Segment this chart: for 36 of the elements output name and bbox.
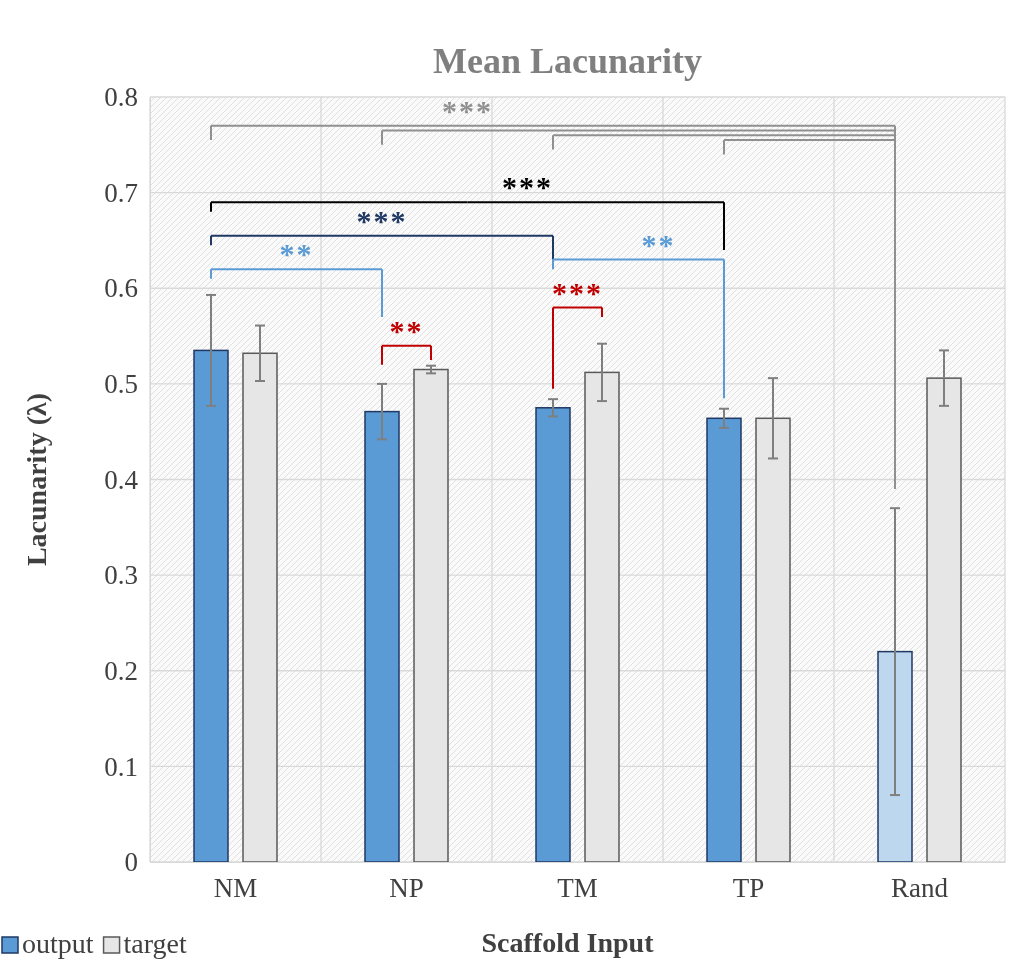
y-tick-label: 0.2 <box>104 655 138 686</box>
bar <box>755 417 791 863</box>
legend-label: target <box>123 928 188 959</box>
annotation: ** <box>641 227 676 261</box>
bar <box>706 417 742 863</box>
y-tick-label: 0.5 <box>104 369 138 400</box>
annotation: ** <box>279 237 314 271</box>
bar <box>877 650 913 863</box>
x-tick-label: NM <box>213 873 258 904</box>
chart-title: Mean Lacunarity <box>433 41 702 81</box>
y-tick-label: 0.3 <box>104 560 138 591</box>
bar <box>584 371 620 863</box>
bar <box>364 410 400 863</box>
y-tick-label: 0.1 <box>104 751 138 782</box>
bar <box>242 352 278 863</box>
y-axis-title: Lacunarity (λ) <box>21 392 52 567</box>
y-tick-label: 0.8 <box>104 82 138 113</box>
annotation: *** <box>442 93 493 127</box>
annotation: ** <box>389 313 424 347</box>
y-tick-label: 0.6 <box>104 273 138 304</box>
annotation: *** <box>356 203 408 237</box>
y-tick-label: 0.7 <box>104 177 138 208</box>
x-tick-label: TP <box>732 873 765 904</box>
x-tick-label: TM <box>557 873 598 904</box>
bar <box>535 407 571 863</box>
y-tick-label: 0 <box>124 847 138 878</box>
x-tick-label: Rand <box>891 873 949 904</box>
x-tick-label: NP <box>389 873 424 904</box>
y-tick-label: 0.4 <box>104 464 139 495</box>
bar <box>413 368 449 863</box>
bar <box>926 377 962 863</box>
x-axis-title: Scaffold Input <box>481 927 655 958</box>
bar <box>193 349 229 863</box>
annotation: *** <box>552 275 603 309</box>
legend-label: output <box>22 928 94 959</box>
annotation: *** <box>502 170 553 204</box>
